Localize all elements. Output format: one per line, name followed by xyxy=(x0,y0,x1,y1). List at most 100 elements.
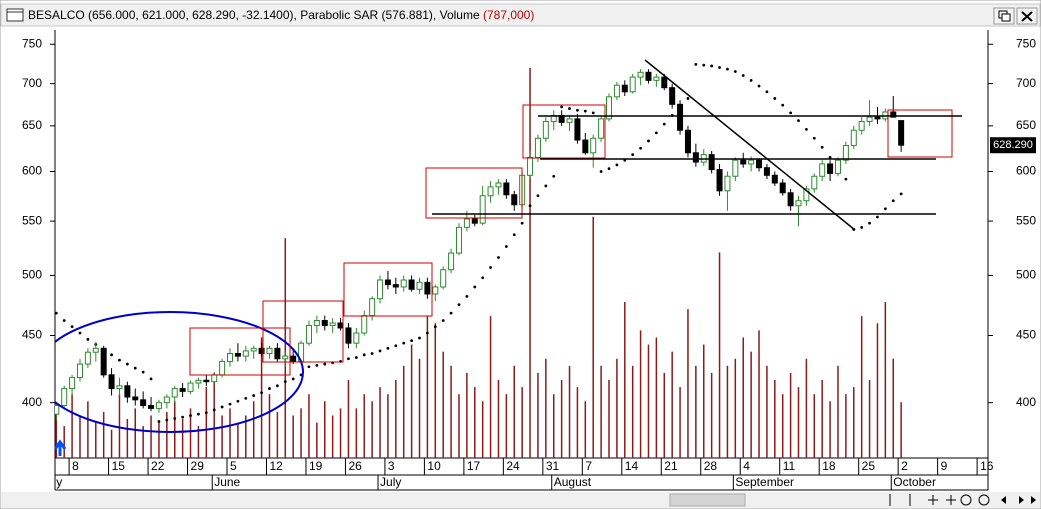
y2-tick-label: 700 xyxy=(1016,76,1036,90)
toolbar-icons xyxy=(889,494,990,506)
arrow-icon xyxy=(55,439,67,456)
scroll-thumb[interactable] xyxy=(669,493,746,507)
x-tick-label: 16 xyxy=(980,459,994,473)
candle-body xyxy=(850,129,857,146)
sar-dot xyxy=(449,311,453,315)
candle-body xyxy=(274,347,281,360)
sar-dot xyxy=(607,167,611,171)
close-icon xyxy=(1021,11,1033,22)
candle-body xyxy=(369,298,376,317)
candle-body xyxy=(590,137,597,154)
candle-body xyxy=(898,120,905,146)
sar-dot xyxy=(260,391,263,395)
trend-line xyxy=(644,59,856,231)
sar-dot xyxy=(489,266,492,269)
toolbar-icon[interactable] xyxy=(928,495,938,505)
candle-body xyxy=(353,332,360,344)
sar-dot xyxy=(291,377,295,381)
sar-dot xyxy=(323,362,327,366)
candle-body xyxy=(140,399,147,407)
sar-dot xyxy=(149,377,153,381)
candle-body xyxy=(195,379,202,384)
candle-body xyxy=(495,182,502,188)
title-bar xyxy=(0,3,1041,27)
candle-body xyxy=(416,281,423,290)
sar-dot xyxy=(749,78,753,82)
candle-body xyxy=(266,347,273,355)
sar-dot xyxy=(576,108,579,112)
candle-body xyxy=(771,174,778,184)
toolbar-icon[interactable] xyxy=(978,494,990,506)
candle-body xyxy=(258,347,265,355)
sar-dot xyxy=(426,331,429,335)
sar-dot xyxy=(733,70,737,73)
x-tick-label: 25 xyxy=(862,459,876,473)
candle-body xyxy=(313,320,320,326)
sar-dot xyxy=(899,192,903,196)
candle-body xyxy=(511,194,518,206)
box-annotation xyxy=(262,300,344,363)
candle-body xyxy=(400,279,407,288)
candle-body xyxy=(858,120,865,131)
y-tick-label: 750 xyxy=(22,36,42,50)
candle-body xyxy=(890,111,897,118)
candle-body xyxy=(448,252,455,271)
sar-dot xyxy=(378,349,382,353)
x-tick-label: 9 xyxy=(941,459,948,473)
sar-dot xyxy=(244,397,248,400)
sar-dot xyxy=(497,256,500,259)
candle-body xyxy=(748,159,755,165)
sar-dot xyxy=(883,207,887,211)
sar-dot xyxy=(686,97,690,100)
candle-body xyxy=(795,200,802,207)
x-tick-label: 15 xyxy=(112,459,126,473)
candle-body xyxy=(669,87,676,105)
y2-tick-label: 600 xyxy=(1016,164,1036,178)
month-label: July xyxy=(380,475,401,489)
candle-body xyxy=(132,396,139,401)
sar-dot xyxy=(560,105,564,109)
last-price-label: 628.290 xyxy=(993,139,1033,151)
sar-dot xyxy=(536,194,540,198)
sar-dot xyxy=(797,119,800,123)
candle-body xyxy=(76,363,83,379)
sar-dot xyxy=(418,336,421,340)
candle-body xyxy=(574,118,581,141)
ellipse-annotation xyxy=(55,311,304,433)
x-tick-label: 22 xyxy=(151,459,165,473)
sar-dot xyxy=(520,221,524,225)
sar-dot xyxy=(860,225,864,229)
toolbar-icon[interactable] xyxy=(946,495,956,505)
sar-dot xyxy=(402,341,406,345)
x-tick-label: 11 xyxy=(783,459,796,473)
toolbar-icon[interactable] xyxy=(960,494,972,506)
sar-dot xyxy=(844,177,848,181)
x-tick-label: 5 xyxy=(230,459,237,473)
candle-body xyxy=(527,156,534,176)
sar-dot xyxy=(662,122,666,126)
sar-dot xyxy=(820,145,824,149)
marks xyxy=(55,62,905,458)
window-icon xyxy=(6,8,24,22)
sar-dot xyxy=(110,353,113,357)
sar-dot xyxy=(386,346,390,350)
candle-body xyxy=(479,195,486,224)
candle-body xyxy=(440,269,447,288)
sar-dot xyxy=(118,358,121,362)
candle-body xyxy=(155,402,162,409)
month-label: August xyxy=(554,475,592,489)
sar-dot xyxy=(615,163,619,167)
candle-body xyxy=(819,163,826,177)
candle-body xyxy=(708,154,715,171)
sar-dot xyxy=(876,215,879,219)
x-tick-label: 12 xyxy=(269,459,283,473)
month-label: y xyxy=(56,475,62,489)
x-tick-label: 4 xyxy=(743,459,750,473)
sar-dot xyxy=(394,344,398,348)
sar-dot xyxy=(86,337,90,341)
x-tick-label: 2 xyxy=(901,459,908,473)
candle-body xyxy=(732,159,739,177)
candle-body xyxy=(566,118,573,123)
scrollbar[interactable] xyxy=(1,492,1040,508)
candle-body xyxy=(684,129,691,154)
